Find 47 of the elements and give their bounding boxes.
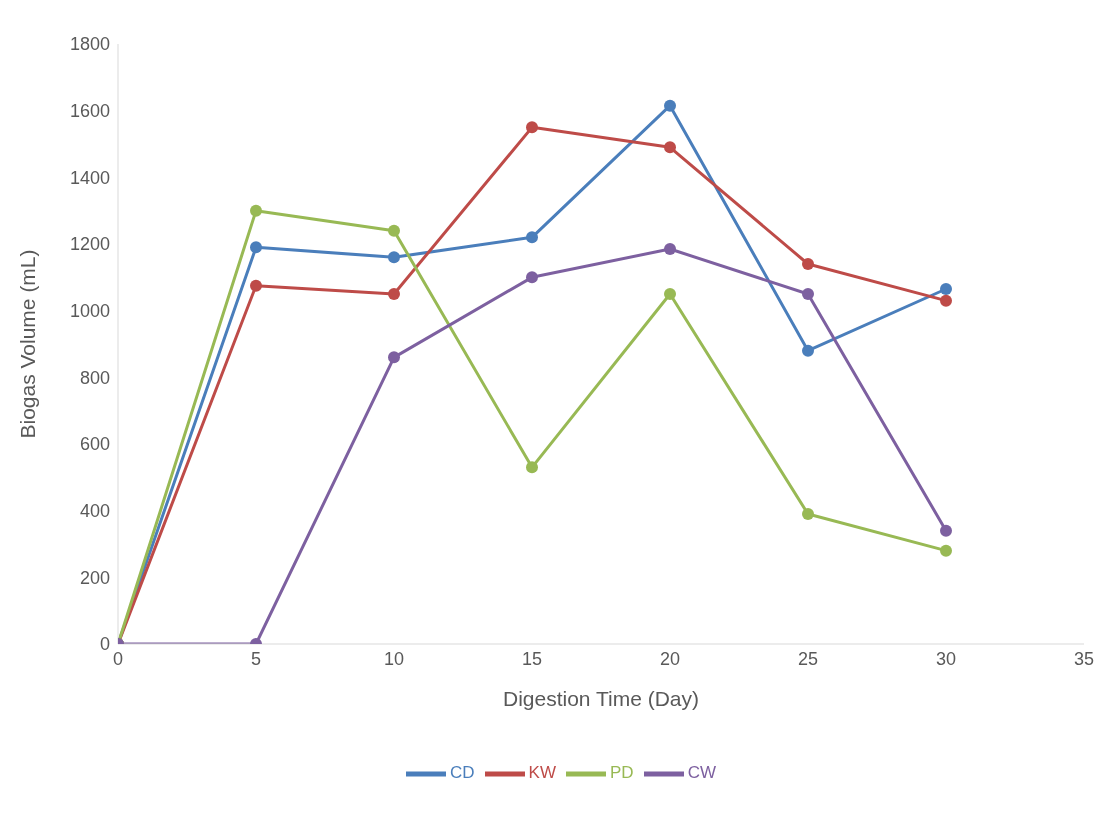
x-tick-label: 20: [659, 648, 681, 669]
point: [388, 251, 400, 264]
legend-label: CW: [687, 763, 716, 783]
x-tick-label: 30: [935, 648, 957, 669]
legend-label: PD: [610, 763, 634, 783]
point: [526, 461, 538, 474]
y-axis-title: Biogas Volume (mL): [16, 249, 40, 439]
legend-label: KW: [528, 763, 556, 783]
y-tick-label: 800: [79, 367, 110, 388]
point: [940, 524, 952, 537]
point: [388, 224, 400, 237]
x-tick-label: 15: [521, 648, 543, 669]
point: [250, 241, 262, 254]
y-tick-label: 1400: [69, 167, 110, 188]
point: [664, 243, 676, 255]
point: [388, 288, 400, 300]
y-tick-label: 1800: [69, 34, 110, 55]
point: [250, 279, 262, 292]
point: [940, 294, 952, 307]
point: [802, 344, 814, 357]
point: [526, 121, 538, 134]
point: [802, 258, 814, 270]
x-tick-label: 5: [250, 648, 262, 669]
point: [802, 508, 814, 520]
point: [940, 283, 952, 295]
point: [940, 544, 952, 557]
y-tick-label: 400: [79, 501, 110, 522]
x-tick-label: 35: [1073, 648, 1095, 669]
y-tick-label: 0: [99, 634, 110, 655]
point: [664, 288, 676, 300]
x-axis-title: Digestion Time (Day): [502, 687, 700, 710]
x-tick-label: 0: [112, 648, 124, 669]
y-tick-label: 1600: [69, 101, 110, 122]
point: [664, 99, 676, 112]
y-tick-label: 600: [79, 434, 110, 455]
point: [526, 271, 538, 284]
y-tick-label: 1200: [69, 234, 110, 255]
x-tick-label: 10: [383, 648, 405, 669]
point: [802, 288, 814, 300]
point: [388, 351, 400, 364]
y-tick-label: 1000: [69, 301, 110, 322]
point: [526, 231, 538, 244]
point: [664, 141, 676, 154]
point: [250, 204, 262, 217]
y-tick-label: 200: [79, 567, 110, 588]
x-tick-label: 25: [797, 648, 819, 669]
legend-label: CD: [450, 763, 475, 783]
